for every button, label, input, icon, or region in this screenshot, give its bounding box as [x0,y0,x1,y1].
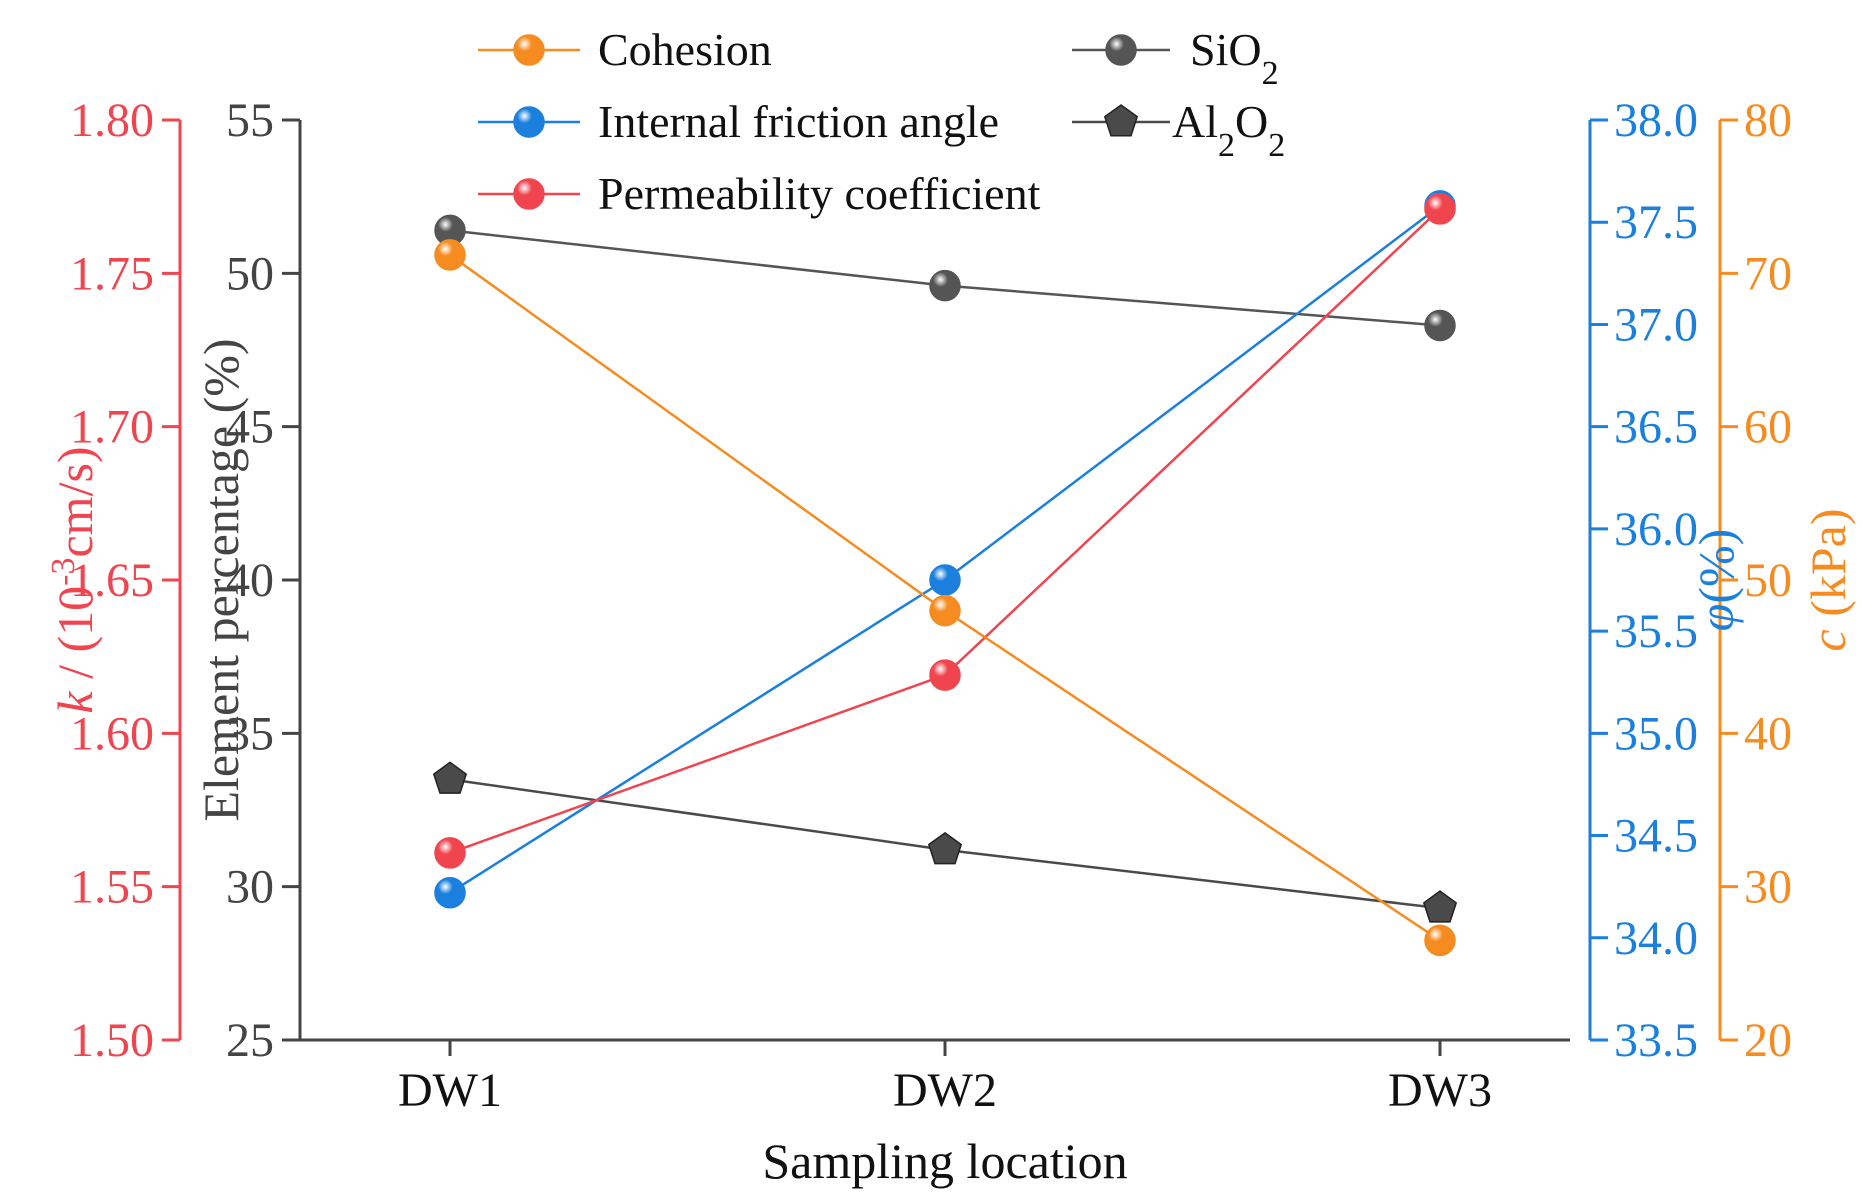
legend-item-permeability: Permeability coefficient [478,168,1041,219]
legend-label-sio2: SiO2 [1190,24,1279,92]
sio2-point-DW3 [1424,309,1456,342]
legend: Cohesion Internal friction angle Permeabil… [478,24,1285,219]
friction-line [449,204,1441,894]
legend-label-friction: Internal friction angle [598,96,999,147]
cohesion-point-DW3 [1424,924,1456,957]
permeability-axis-title: k / (10-3cm/s) [45,446,104,713]
element-tick-label: 35 [226,707,274,760]
permeability-tick-label: 1.55 [70,861,154,914]
permeability-tick-label: 1.75 [70,247,154,300]
x-tick-label: DW3 [1388,1064,1492,1117]
permeability-tick-label: 1.50 [70,1014,154,1067]
permeability-point-DW3 [1424,193,1456,225]
element-tick-label: 55 [226,94,274,147]
friction-tick-label: 36.0 [1614,503,1698,556]
x-tick-label: DW1 [398,1064,502,1117]
cohesion-point-DW1 [434,239,466,271]
cohesion-tick-label: 60 [1744,401,1792,454]
cohesion-tick-label: 70 [1744,247,1792,300]
series-cohesion [434,239,1456,957]
legend-marker-cohesion [513,34,545,66]
friction-tick-label: 36.5 [1614,401,1698,454]
friction-point-DW2 [929,564,961,596]
friction-tick-label: 38.0 [1614,94,1698,147]
legend-item-al2o2: Al2O2 [1072,96,1285,164]
legend-marker-al2o2 [1103,104,1139,137]
friction-tick-label: 33.5 [1614,1014,1698,1067]
legend-item-sio2: SiO2 [1072,24,1279,92]
sio2-point-DW2 [929,269,961,302]
x-axis-title: Sampling location [762,1133,1127,1189]
permeability-point-DW2 [929,659,961,691]
element-tick-label: 40 [226,554,274,607]
legend-label-al2o2: Al2O2 [1172,96,1285,164]
friction-tick-label: 35.5 [1614,605,1698,658]
x-tick-label: DW2 [893,1064,997,1117]
friction-axis-title: φ(%) [1688,529,1744,632]
axes-layer: 1.50 1.55 1.60 1.65 1.70 1.75 1.80 25 30 35 40 45 50… [45,94,1857,1189]
element-tick-label: 50 [226,247,274,300]
cohesion-tick-label: 20 [1744,1014,1792,1067]
al2o2-point-DW3 [1422,890,1458,923]
legend-item-cohesion: Cohesion [478,24,772,75]
element-tick-label: 30 [226,861,274,914]
series-permeability [434,193,1456,869]
legend-marker-friction [513,106,545,138]
legend-marker-permeability [513,178,545,210]
series-al2o2 [432,761,1458,923]
permeability-tick-label: 1.65 [70,554,154,607]
al2o2-point-DW2 [927,831,963,865]
series-layer [432,190,1458,957]
friction-point-DW1 [434,877,466,909]
al2o2-point-DW1 [432,761,468,794]
legend-item-friction: Internal friction angle [478,96,999,147]
permeability-point-DW1 [434,837,466,869]
friction-tick-label: 35.0 [1614,707,1698,760]
cohesion-tick-label: 50 [1744,554,1792,607]
series-sio2 [434,214,1456,342]
friction-tick-label: 37.5 [1614,196,1698,249]
friction-tick-label: 34.0 [1614,912,1698,965]
legend-label-cohesion: Cohesion [598,24,772,75]
cohesion-tick-label: 30 [1744,861,1792,914]
cohesion-tick-label: 40 [1744,707,1792,760]
permeability-tick-label: 1.70 [70,401,154,454]
cohesion-axis-title: c (kPa) [1800,508,1856,651]
legend-marker-sio2 [1105,34,1137,66]
permeability-line [449,208,1441,855]
cohesion-tick-label: 80 [1744,94,1792,147]
friction-tick-label: 34.5 [1614,810,1698,863]
friction-tick-label: 37.0 [1614,298,1698,351]
element-tick-label: 45 [226,401,274,454]
cohesion-point-DW2 [929,594,961,627]
element-axis-title: Element percentage (%) [193,338,249,821]
legend-label-permeability: Permeability coefficient [598,168,1041,219]
permeability-tick-label: 1.60 [70,707,154,760]
permeability-tick-label: 1.80 [70,94,154,147]
element-tick-label: 25 [226,1014,274,1067]
